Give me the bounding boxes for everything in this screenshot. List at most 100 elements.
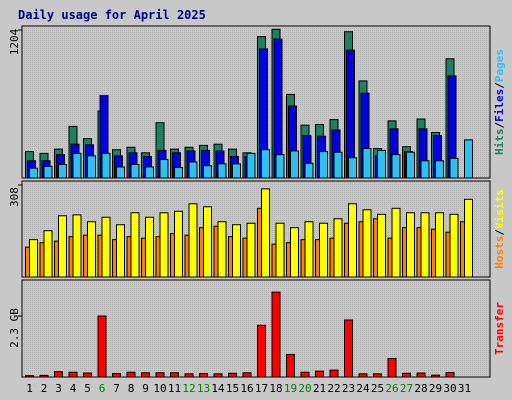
bar-transfer-day-16	[242, 372, 252, 378]
bar-transfer-day-1	[25, 375, 34, 378]
day-label-9: 9	[142, 382, 149, 395]
bar-transfer-day-11	[170, 372, 179, 378]
bar-pages-day-1	[29, 167, 38, 179]
bar-transfer-day-28	[416, 372, 426, 378]
legend-entry: /	[493, 82, 506, 89]
bar-visits-day-2	[43, 230, 53, 278]
bar-pages-day-9	[145, 166, 154, 179]
bar-pages-day-2	[43, 165, 53, 179]
bar-visits-day-23	[348, 203, 357, 278]
bar-visits-day-9	[145, 216, 154, 278]
y-max-tick-label: 1204	[8, 28, 21, 55]
chart-title: Daily usage for April 2025	[18, 8, 206, 22]
bar-transfer-day-14	[213, 373, 223, 378]
day-label-24: 24	[356, 382, 370, 395]
bar-visits-day-16	[246, 222, 256, 278]
bar-pages-day-12	[188, 161, 198, 179]
day-label-1: 1	[26, 382, 33, 395]
bar-visits-day-21	[319, 222, 328, 278]
bar-transfer-day-22	[329, 369, 339, 378]
bar-transfer-day-13	[199, 373, 208, 378]
bar-pages-day-26	[391, 154, 401, 179]
bar-transfer-day-24	[358, 373, 368, 378]
bar-pages-day-16	[246, 152, 256, 179]
day-label-4: 4	[70, 382, 77, 395]
legend-entry: Files	[493, 89, 506, 122]
day-label-6: 6	[99, 382, 106, 395]
bar-transfer-day-26	[387, 357, 397, 378]
bar-visits-day-3	[58, 215, 67, 278]
bar-pages-day-7	[116, 166, 125, 179]
bar-transfer-day-23	[344, 319, 353, 378]
bar-pages-day-18	[275, 154, 285, 179]
bar-transfer-day-21	[315, 370, 324, 378]
bar-visits-day-4	[72, 214, 82, 278]
bar-transfer-day-15	[228, 372, 237, 378]
legend-entry: Transfer	[493, 302, 506, 355]
bar-pages-day-27	[406, 151, 415, 179]
bar-pages-day-17	[261, 149, 270, 179]
bar-visits-day-31	[464, 198, 473, 278]
legend-entry: /	[493, 229, 506, 236]
day-label-11: 11	[168, 382, 181, 395]
day-label-21: 21	[313, 382, 326, 395]
bar-visits-day-14	[217, 221, 227, 278]
day-label-17: 17	[255, 382, 268, 395]
bar-transfer-day-5	[83, 372, 92, 378]
legend-entry: Hosts	[493, 236, 506, 269]
bar-pages-day-31	[464, 139, 473, 179]
panel-2: 308 Hosts/Visits	[8, 180, 506, 278]
bar-transfer-day-19	[286, 353, 295, 378]
bar-pages-day-19	[290, 150, 299, 179]
bar-transfer-day-12	[184, 373, 194, 378]
bar-pages-day-5	[87, 155, 96, 179]
bar-visits-day-17	[261, 188, 270, 278]
day-label-30: 30	[443, 382, 456, 395]
bar-visits-day-25	[377, 213, 386, 278]
bar-pages-day-11	[174, 167, 183, 179]
bar-visits-day-8	[130, 212, 140, 278]
day-label-7: 7	[113, 382, 120, 395]
bar-transfer-day-29	[431, 374, 440, 378]
bar-visits-day-20	[304, 221, 314, 278]
bar-transfer-day-27	[402, 372, 411, 378]
day-label-10: 10	[153, 382, 166, 395]
panel-legend: Hits/Files/Pages	[493, 49, 506, 155]
bar-transfer-day-4	[68, 371, 78, 378]
legend-entry: Visits	[493, 189, 506, 229]
day-label-25: 25	[371, 382, 384, 395]
bar-visits-day-28	[420, 212, 430, 278]
bar-pages-day-21	[319, 151, 328, 179]
legend-entry: Hits	[493, 129, 506, 156]
bar-visits-day-29	[435, 212, 444, 278]
bar-visits-day-19	[290, 227, 299, 278]
bar-visits-day-1	[29, 239, 38, 278]
day-label-3: 3	[55, 382, 62, 395]
bar-transfer-day-18	[271, 291, 281, 378]
bar-transfer-day-9	[141, 372, 150, 378]
day-label-16: 16	[240, 382, 253, 395]
series-visits	[29, 188, 473, 278]
bar-pages-day-10	[159, 159, 169, 179]
bar-visits-day-6	[101, 216, 111, 278]
bar-visits-day-15	[232, 224, 241, 278]
bar-visits-day-18	[275, 222, 285, 278]
series-pages	[29, 139, 473, 179]
bar-pages-day-30	[449, 157, 459, 179]
bar-pages-day-3	[58, 163, 67, 179]
bar-pages-day-4	[72, 152, 82, 179]
panel-legend: Hosts/Visits	[493, 189, 506, 269]
bar-visits-day-13	[203, 206, 212, 278]
day-label-13: 13	[197, 382, 210, 395]
bar-transfer-day-3	[54, 371, 63, 378]
day-label-2: 2	[41, 382, 48, 395]
bar-pages-day-23	[348, 157, 357, 179]
bar-transfer-day-25	[373, 373, 382, 378]
bar-visits-day-10	[159, 212, 169, 278]
bar-pages-day-20	[304, 162, 314, 179]
bar-visits-day-7	[116, 224, 125, 278]
bar-transfer-day-7	[112, 373, 121, 378]
